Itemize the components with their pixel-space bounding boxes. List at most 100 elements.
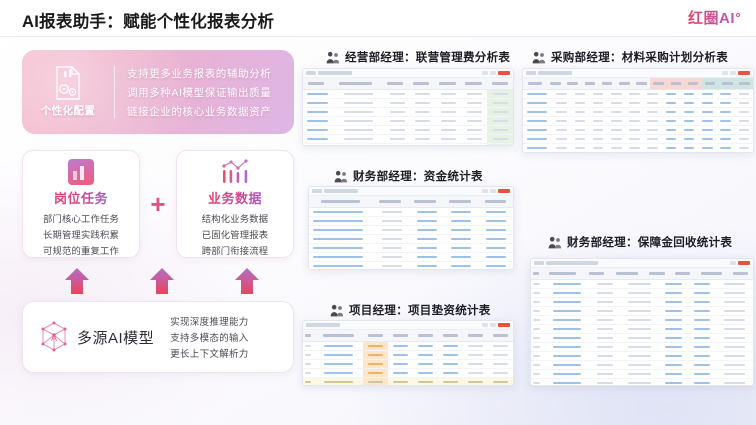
topbar-tab[interactable] (318, 71, 352, 75)
column-header[interactable] (303, 78, 329, 89)
column-header[interactable] (408, 78, 434, 89)
column-header[interactable] (443, 196, 478, 207)
table-row[interactable] (531, 298, 753, 307)
table-row[interactable] (531, 343, 753, 352)
topbar-button[interactable] (482, 71, 488, 75)
topbar-tab[interactable] (306, 323, 340, 327)
table-row[interactable] (531, 307, 753, 316)
column-header[interactable] (584, 268, 609, 279)
column-header[interactable] (478, 196, 513, 207)
topbar-tab[interactable] (324, 189, 358, 193)
column-header[interactable] (303, 330, 313, 341)
table-row[interactable] (531, 361, 753, 370)
table-row[interactable] (531, 334, 753, 343)
table-row[interactable] (309, 262, 513, 269)
topbar-tab[interactable] (306, 71, 316, 75)
column-header[interactable] (695, 268, 728, 279)
topbar-button[interactable] (490, 323, 496, 327)
table-row[interactable] (303, 378, 513, 385)
table-row[interactable] (531, 352, 753, 361)
topbar-button[interactable] (490, 189, 496, 193)
table-row[interactable] (531, 325, 753, 334)
table-row[interactable] (523, 135, 753, 144)
table-row[interactable] (531, 316, 753, 325)
column-header[interactable] (372, 196, 407, 207)
column-header[interactable] (309, 196, 372, 207)
table-row[interactable] (523, 117, 753, 126)
topbar-primary-button[interactable] (498, 71, 510, 75)
column-header-group-pink[interactable] (650, 78, 668, 89)
report-thumbnail-procurement-plan[interactable] (522, 68, 754, 153)
topbar-primary-button[interactable] (498, 323, 510, 327)
column-header[interactable] (313, 330, 363, 341)
table-row[interactable] (303, 351, 513, 360)
column-header[interactable] (670, 268, 695, 279)
table-row[interactable] (523, 108, 753, 117)
table-row[interactable] (303, 99, 513, 108)
table-row[interactable] (303, 144, 513, 145)
topbar-primary-button[interactable] (738, 261, 750, 265)
column-header[interactable] (413, 330, 438, 341)
table-row[interactable] (309, 244, 513, 253)
column-header-group-teal[interactable] (735, 78, 753, 89)
column-header[interactable] (633, 78, 650, 89)
column-header[interactable] (461, 78, 487, 89)
column-header[interactable] (434, 78, 460, 89)
column-header-group-teal[interactable] (718, 78, 736, 89)
column-header-group-teal[interactable] (701, 78, 719, 89)
table-row[interactable] (531, 379, 753, 385)
column-header[interactable] (407, 196, 442, 207)
topbar-tab[interactable] (312, 189, 322, 193)
column-header[interactable] (728, 268, 753, 279)
column-header[interactable] (616, 78, 633, 89)
topbar-tab[interactable] (526, 71, 536, 75)
topbar-primary-button[interactable] (738, 71, 750, 75)
table-row[interactable] (309, 235, 513, 244)
topbar-button[interactable] (482, 323, 488, 327)
table-row[interactable] (303, 360, 513, 369)
report-thumbnail-finance-fund-statistics[interactable] (308, 186, 514, 270)
topbar-primary-button[interactable] (498, 189, 510, 193)
topbar-tab[interactable] (546, 261, 598, 265)
column-header[interactable] (463, 330, 488, 341)
table-row[interactable] (523, 144, 753, 152)
column-header[interactable] (599, 78, 616, 89)
column-header[interactable] (438, 330, 463, 341)
topbar-button[interactable] (482, 189, 488, 193)
column-header[interactable] (363, 330, 388, 341)
table-row[interactable] (523, 90, 753, 99)
table-row[interactable] (309, 217, 513, 226)
table-window-topbar[interactable] (303, 69, 513, 78)
column-header[interactable] (645, 268, 670, 279)
column-header-group-pink[interactable] (667, 78, 685, 89)
table-row[interactable] (523, 99, 753, 108)
table-window-topbar[interactable] (309, 187, 513, 196)
table-row[interactable] (303, 117, 513, 126)
column-header[interactable] (523, 78, 547, 89)
table-window-topbar[interactable] (523, 69, 753, 78)
table-row[interactable] (303, 90, 513, 99)
table-row[interactable] (303, 108, 513, 117)
topbar-button[interactable] (722, 71, 728, 75)
report-thumbnail-operations-management-fee[interactable] (302, 68, 514, 146)
column-header[interactable] (541, 268, 584, 279)
report-thumbnail-project-advance-funding[interactable] (302, 320, 514, 386)
report-thumbnail-finance-deposit-recovery[interactable] (530, 258, 754, 386)
table-window-topbar[interactable] (303, 321, 513, 330)
column-header[interactable] (488, 330, 513, 341)
column-header[interactable] (487, 78, 513, 89)
topbar-tab[interactable] (538, 71, 572, 75)
topbar-button[interactable] (730, 261, 736, 265)
column-header[interactable] (564, 78, 581, 89)
table-row[interactable] (303, 126, 513, 135)
table-row[interactable] (531, 370, 753, 379)
column-header[interactable] (531, 268, 541, 279)
column-header[interactable] (329, 78, 382, 89)
topbar-button[interactable] (490, 71, 496, 75)
table-row[interactable] (303, 369, 513, 378)
column-header[interactable] (581, 78, 598, 89)
table-row[interactable] (309, 253, 513, 262)
topbar-button[interactable] (730, 71, 736, 75)
table-window-topbar[interactable] (531, 259, 753, 268)
table-row[interactable] (303, 342, 513, 351)
